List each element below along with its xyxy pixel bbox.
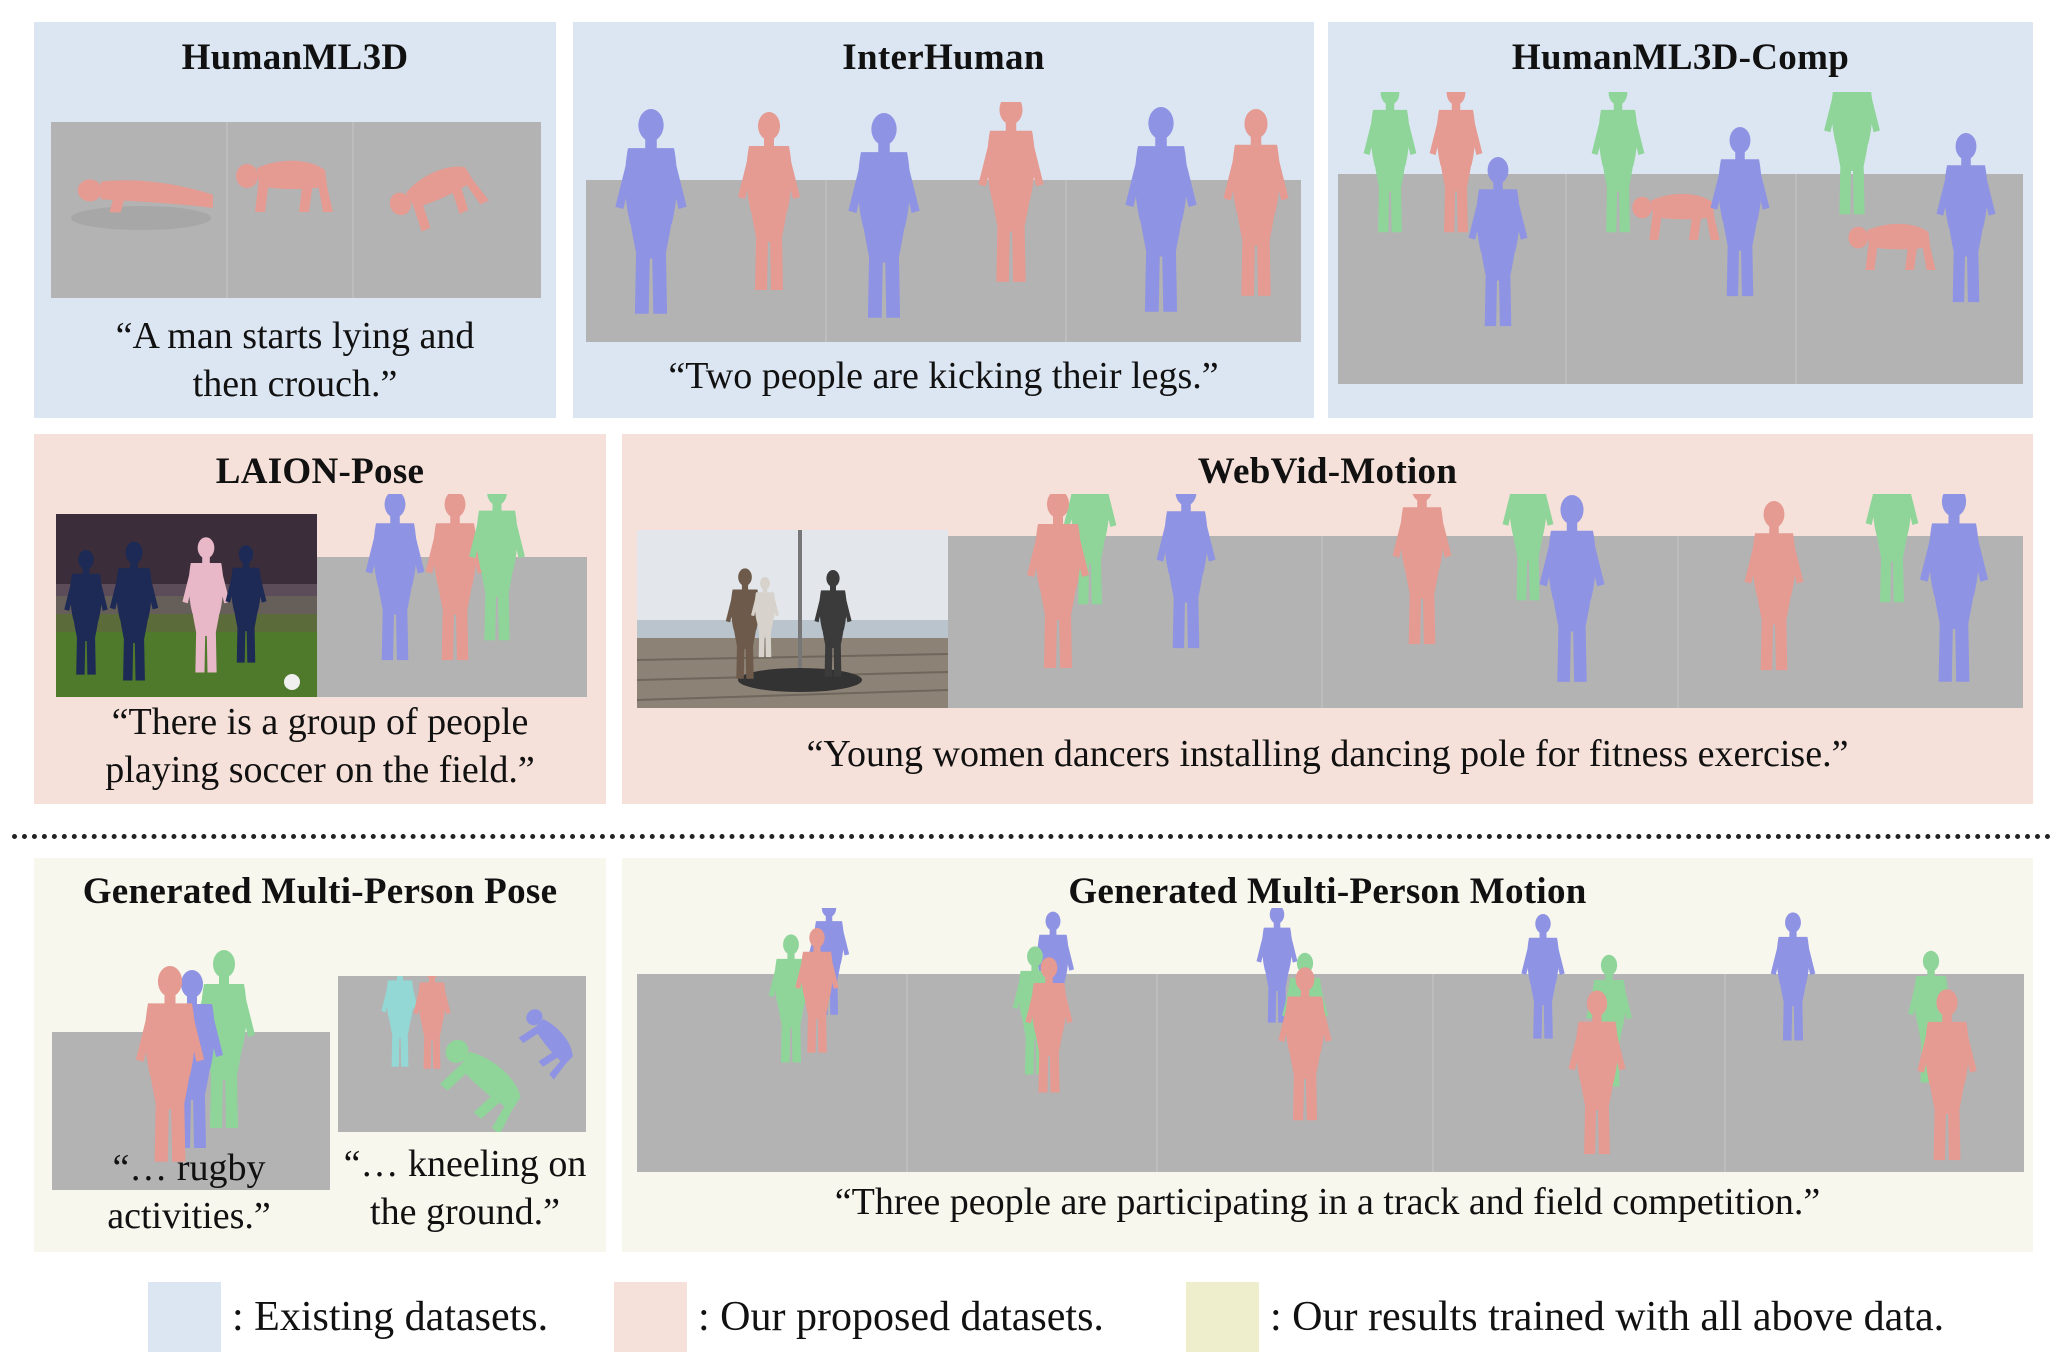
panel-generated-motion: Generated Multi-Person Motion “Three peo… — [622, 858, 2033, 1252]
interhuman-caption: “Two people are kicking their legs.” — [573, 352, 1314, 400]
interhuman-motion-render — [586, 102, 1301, 342]
humanml3d-motion-render — [51, 122, 541, 298]
rugby-pose-render — [52, 950, 330, 1190]
legend-proposed: : Our proposed datasets. — [698, 1294, 1104, 1340]
panel-title: InterHuman — [842, 37, 1045, 78]
panel-title: HumanML3D — [181, 37, 409, 78]
panel-webvid-motion: WebVid-Motion “Young women dancers insta… — [622, 434, 2033, 804]
kneeling-pose-render — [338, 976, 586, 1132]
caption-line: the ground.” — [370, 1191, 560, 1233]
caption-line: “There is a group of people — [111, 701, 529, 743]
track-motion-render — [637, 908, 2024, 1172]
legend-swatch-results — [1186, 1282, 1259, 1352]
caption-line: “Three people are participating in a tra… — [834, 1181, 1821, 1223]
humanml3d-caption: “A man starts lying and then crouch.” — [34, 312, 556, 408]
kneeling-caption: “… kneeling on the ground.” — [330, 1140, 600, 1236]
panel-title: Generated Multi-Person Motion — [1068, 871, 1587, 912]
caption-line: “… rugby — [112, 1147, 266, 1189]
pole-dance-photo — [637, 530, 948, 708]
webvid-motion-caption: “Young women dancers installing dancing … — [622, 730, 2033, 778]
caption-line: “A man starts lying and — [115, 315, 475, 357]
legend-swatch-existing — [148, 1282, 221, 1352]
panel-humanml3d-comp: HumanML3D-Comp — [1328, 22, 2033, 418]
legend-existing: : Existing datasets. — [232, 1294, 549, 1340]
legend-swatch-proposed — [614, 1282, 687, 1352]
panel-title: LAION-Pose — [215, 451, 425, 492]
panel-title: HumanML3D-Comp — [1511, 37, 1850, 78]
webvid-motion-render — [948, 494, 2023, 708]
rugby-caption: “… rugby activities.” — [44, 1144, 334, 1240]
panel-title: Generated Multi-Person Pose — [82, 871, 558, 912]
caption-line: activities.” — [107, 1195, 271, 1237]
caption-line: “… kneeling on — [343, 1143, 587, 1185]
legend-results: : Our results trained with all above dat… — [1270, 1294, 1945, 1340]
soccer-photo — [56, 514, 317, 697]
track-caption: “Three people are participating in a tra… — [622, 1178, 2033, 1226]
section-divider — [12, 834, 2052, 839]
panel-interhuman: InterHuman “Two people are kicking their… — [573, 22, 1314, 418]
caption-line: then crouch.” — [192, 363, 398, 405]
laion-pose-caption: “There is a group of people playing socc… — [34, 698, 606, 794]
panel-laion-pose: LAION-Pose “There is a group of people p… — [34, 434, 606, 804]
caption-line: “Two people are kicking their legs.” — [668, 355, 1219, 397]
humanml3d-comp-motion-render — [1338, 92, 2023, 384]
panel-humanml3d: HumanML3D “A man starts lying and then c… — [34, 22, 556, 418]
panel-title: WebVid-Motion — [1197, 451, 1458, 492]
caption-line: playing soccer on the field.” — [105, 749, 535, 791]
panel-generated-pose: Generated Multi-Person Pose “… rugby act… — [34, 858, 606, 1252]
laion-pose-render — [317, 494, 587, 697]
caption-line: “Young women dancers installing dancing … — [806, 733, 1849, 775]
